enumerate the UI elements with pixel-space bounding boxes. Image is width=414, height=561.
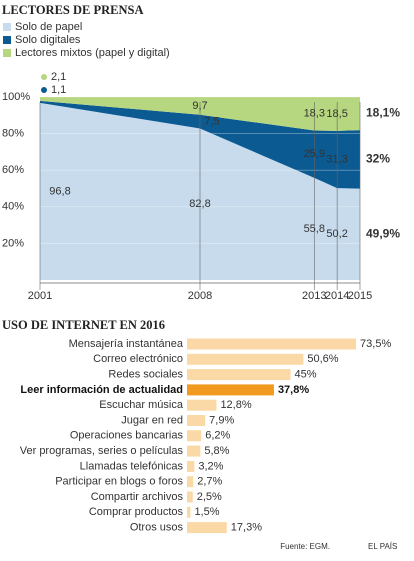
value-label: 45% <box>295 369 317 381</box>
y-tick-label: 60% <box>2 164 24 176</box>
x-tick-label: 2001 <box>28 290 52 302</box>
category-label: Jugar en red <box>121 414 183 426</box>
bar <box>187 369 291 381</box>
bar <box>187 353 304 365</box>
bar <box>187 476 194 488</box>
category-label: Ver programas, series o películas <box>20 445 184 457</box>
value-label: 17,3% <box>231 522 262 534</box>
value-label: 73,5% <box>360 338 391 350</box>
value-label: 55,8 <box>304 223 325 235</box>
value-label: 32% <box>366 152 390 166</box>
value-label: 9,7 <box>192 100 207 112</box>
value-label: 96,8 <box>49 185 70 197</box>
bar <box>187 338 357 350</box>
legend-swatch <box>3 23 11 31</box>
label-dot <box>41 74 47 80</box>
value-label: 50,6% <box>307 353 338 365</box>
legend-label: Lectores mixtos (papel y digital) <box>15 47 170 59</box>
category-label: Otros usos <box>130 522 184 534</box>
category-label: Mensajería instantánea <box>69 338 184 350</box>
y-tick-label: 80% <box>2 128 24 140</box>
value-label: 49,9% <box>366 227 400 241</box>
value-label: 2,7% <box>197 476 222 488</box>
value-label: 18,3 <box>304 108 325 120</box>
category-label: Comprar productos <box>89 506 184 518</box>
source: Fuente: EGM. <box>280 542 330 551</box>
category-label: Operaciones bancarias <box>70 430 184 442</box>
category-label: Leer información de actualidad <box>20 384 183 396</box>
x-tick-label: 2008 <box>188 290 212 302</box>
bar <box>187 460 195 472</box>
y-tick-label: 40% <box>2 201 24 213</box>
legend-label: Solo digitales <box>15 34 81 46</box>
category-label: Llamadas telefónicas <box>80 460 184 472</box>
category-label: Redes sociales <box>108 369 183 381</box>
value-label: 7,9% <box>209 414 234 426</box>
bar <box>187 445 201 457</box>
value-label: 1,5% <box>194 506 219 518</box>
value-label: 82,8 <box>189 198 210 210</box>
value-label: 18,5 <box>326 108 347 120</box>
value-label: 18,1% <box>366 106 400 120</box>
value-label: 31,3 <box>326 153 347 165</box>
category-label: Participar en blogs o foros <box>55 476 183 488</box>
bar <box>187 415 206 426</box>
category-label: Compartir archivos <box>91 491 184 503</box>
chart-title: LECTORES DE PRENSA <box>2 3 143 17</box>
brand: EL PAÍS <box>368 542 397 551</box>
legend-swatch <box>3 36 11 44</box>
legend-label: Solo de papel <box>15 21 82 33</box>
value-label: 37,8% <box>278 384 309 396</box>
y-tick-label: 20% <box>2 237 24 249</box>
x-tick-label: 2013 <box>302 290 326 302</box>
label-dot <box>41 87 47 93</box>
bar <box>187 399 217 411</box>
bar <box>187 522 227 534</box>
value-label: 25,9 <box>304 148 325 160</box>
value-label: 2,1 <box>51 71 66 83</box>
category-label: Correo electrónico <box>93 353 183 365</box>
value-label: 5,8% <box>204 445 229 457</box>
value-label: 2,5% <box>197 491 222 503</box>
chart-title: USO DE INTERNET EN 2016 <box>2 318 165 332</box>
value-label: 7,5 <box>204 116 219 128</box>
legend-swatch <box>3 49 11 57</box>
bar <box>187 491 193 503</box>
bar <box>187 506 191 518</box>
y-tick-label: 100% <box>2 91 30 103</box>
bar <box>187 430 202 442</box>
x-tick-label: 2015 <box>348 290 372 302</box>
category-label: Escuchar música <box>99 399 184 411</box>
value-label: 1,1 <box>51 84 66 96</box>
value-label: 6,2% <box>205 430 230 442</box>
value-label: 3,2% <box>198 460 223 472</box>
x-tick-label: 2014 <box>325 290 349 302</box>
value-label: 12,8% <box>220 399 251 411</box>
value-label: 50,2 <box>326 228 347 240</box>
bar <box>187 384 274 396</box>
